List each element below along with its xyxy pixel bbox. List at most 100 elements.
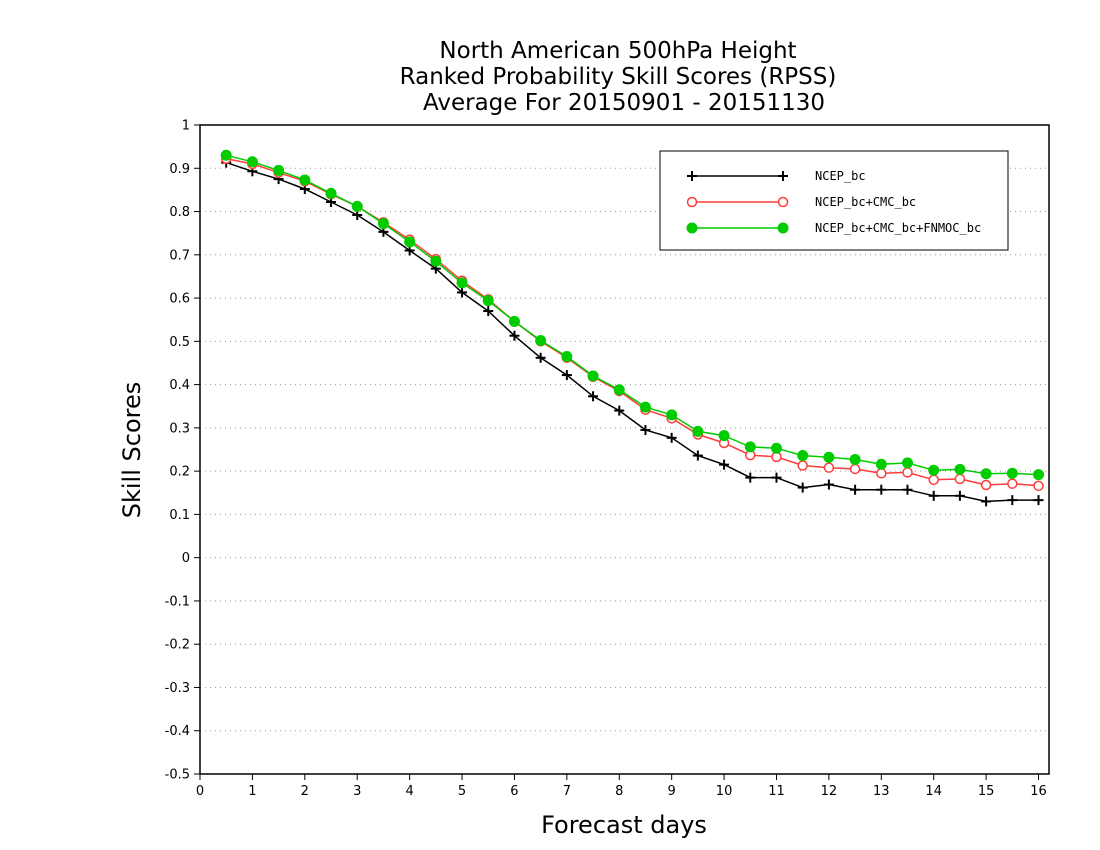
data-point: [640, 425, 651, 436]
data-point: [797, 482, 808, 493]
data-point: [797, 460, 808, 471]
y-tick-label: -0.4: [165, 724, 190, 739]
legend-item-ncep-bc-cmc-bc-fnmoc-bc: NCEP_bc+CMC_bc+FNMOC_bc: [686, 221, 981, 235]
data-point: [928, 490, 939, 501]
x-tick-label: 6: [510, 784, 518, 799]
y-tick-label: 0.6: [169, 292, 190, 307]
legend-marker: [778, 171, 788, 181]
data-point: [744, 441, 756, 453]
data-point: [1007, 478, 1018, 489]
y-tick-label: 0.1: [169, 508, 190, 523]
data-point: [954, 463, 966, 475]
series-layer: [220, 149, 1045, 507]
y-tick-label: 0.2: [169, 465, 190, 480]
data-point: [1033, 469, 1045, 481]
x-tick-label: 0: [196, 784, 204, 799]
legend-label: NCEP_bc+CMC_bc: [815, 195, 916, 209]
data-point: [430, 255, 442, 267]
y-tick-label: 0: [182, 551, 190, 566]
y-tick-label: 0.8: [169, 205, 190, 220]
x-axis: 0 1 2 3 4 5 6 7 8 9 10 11 12 13 14 15 16: [196, 774, 1047, 799]
data-point: [692, 450, 703, 461]
data-point: [849, 453, 861, 465]
data-point: [666, 432, 677, 443]
data-point: [377, 218, 389, 230]
series-ncep-bc: [221, 157, 1044, 507]
data-point: [902, 457, 913, 469]
data-point: [954, 490, 965, 501]
x-tick-label: 8: [615, 784, 623, 799]
y-axis-title: Skill Scores: [118, 382, 146, 519]
data-point: [404, 236, 416, 248]
legend-item-ncep-bc: NCEP_bc: [687, 169, 866, 183]
legend: NCEP_bc NCEP_bc+CMC_bc NCEP_bc+CMC_bc+FNMO…: [659, 150, 1009, 251]
y-tick-label: 0.3: [169, 421, 190, 436]
data-point: [718, 430, 730, 442]
data-point: [639, 401, 651, 413]
x-tick-label: 2: [301, 784, 309, 799]
data-point: [849, 463, 861, 475]
x-tick-label: 3: [353, 784, 361, 799]
legend-marker: [777, 196, 789, 208]
data-point: [246, 156, 258, 168]
legend-label: NCEP_bc+CMC_bc+FNMOC_bc: [815, 221, 981, 235]
data-point: [1033, 495, 1044, 506]
data-point: [928, 464, 940, 476]
data-point: [666, 409, 678, 421]
x-tick-label: 1: [248, 784, 256, 799]
data-point: [299, 174, 311, 186]
y-tick-label: 1: [182, 119, 190, 134]
data-point: [482, 295, 494, 307]
x-tick-label: 13: [873, 784, 890, 799]
data-point: [823, 479, 834, 490]
data-point: [902, 484, 913, 495]
data-point: [1006, 467, 1018, 479]
legend-marker: [777, 222, 789, 234]
series-ncep-bc-cmc-bc-fnmoc-bc: [220, 149, 1045, 481]
data-point: [797, 450, 809, 462]
data-point: [483, 306, 494, 317]
data-point: [745, 472, 756, 483]
chart-title: North American 500hPa Height Ranked Prob…: [400, 38, 837, 116]
legend-item-ncep-bc-cmc-bc: NCEP_bc+CMC_bc: [686, 195, 916, 209]
y-tick-label: 0.4: [169, 378, 190, 393]
data-point: [509, 330, 520, 341]
data-point: [692, 425, 704, 437]
data-point: [456, 277, 468, 289]
title-line-1: North American 500hPa Height: [439, 38, 796, 64]
x-axis-title: Forecast days: [541, 811, 707, 839]
x-tick-label: 9: [668, 784, 676, 799]
legend-marker: [686, 222, 698, 234]
data-point: [614, 405, 625, 416]
x-tick-label: 15: [978, 784, 995, 799]
y-tick-label: -0.2: [165, 638, 190, 653]
y-tick-label: -0.1: [165, 594, 190, 609]
data-point: [928, 474, 939, 486]
data-point: [823, 451, 835, 463]
data-point: [876, 484, 887, 495]
title-line-2: Ranked Probability Skill Scores (RPSS): [400, 64, 837, 90]
x-tick-label: 4: [405, 784, 413, 799]
data-point: [561, 350, 573, 362]
x-tick-label: 5: [458, 784, 466, 799]
data-point: [770, 442, 782, 454]
plot-frame: [199, 124, 1050, 775]
data-point: [535, 352, 546, 363]
data-point: [1033, 480, 1044, 492]
data-point: [954, 473, 966, 485]
data-point: [981, 496, 992, 507]
x-tick-label: 14: [925, 784, 942, 799]
y-tick-label: 0.9: [169, 162, 190, 177]
y-axis: -0.5 -0.4 -0.3 -0.2 -0.1 0 0.1 0.2 0.3 0.4 0.5 0.6 0…: [165, 119, 200, 783]
data-point: [588, 391, 599, 402]
data-point: [535, 334, 547, 346]
x-tick-label: 12: [821, 784, 838, 799]
data-point: [980, 468, 992, 480]
legend-box: [659, 150, 1009, 251]
data-point: [771, 472, 782, 483]
y-tick-label: -0.3: [165, 681, 190, 696]
data-point: [508, 315, 520, 327]
data-point: [351, 200, 363, 212]
x-tick-label: 7: [563, 784, 571, 799]
